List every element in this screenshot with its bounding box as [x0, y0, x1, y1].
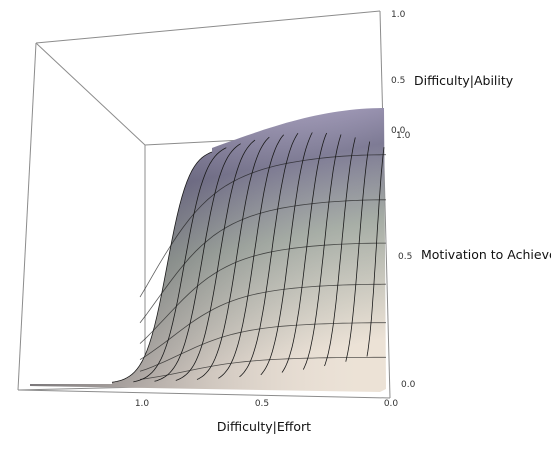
z-tick-label-3: 0.0: [401, 380, 416, 390]
mesh-line-13: [366, 147, 385, 357]
box-front-bottom: [17, 389, 391, 399]
mesh-line-12: [345, 141, 371, 362]
x-axis-title: Difficulty|Effort: [217, 419, 311, 434]
mesh-line-10: [302, 134, 342, 370]
z-axis-title: Motivation to Achieve: [421, 247, 551, 262]
bounding-box: [17, 10, 391, 399]
mesh-contour-3: [139, 283, 387, 360]
mesh-line-7: [239, 132, 299, 378]
z-tick-label-1: 1.0: [396, 131, 411, 141]
x-tick-label-3: 0.0: [384, 399, 399, 409]
y-tick-label-2: 0.5: [391, 76, 405, 86]
y-axis-title: Difficulty|Ability: [414, 73, 514, 88]
mesh-contour-1: [139, 356, 386, 380]
surface-shading: [30, 108, 386, 392]
box-left-back: [17, 42, 37, 391]
box-top-left-diag: [35, 42, 146, 146]
mesh-line-6: [218, 134, 285, 379]
mesh-lines: [111, 132, 387, 383]
mesh-line-4: [175, 139, 256, 381]
mesh-line-1: [111, 151, 213, 383]
mesh-contour-4: [139, 242, 386, 344]
box-top-back: [35, 10, 381, 44]
mesh-contour-6: [139, 154, 387, 298]
mesh-line-2: [133, 147, 227, 383]
mesh-contour-5: [139, 199, 386, 324]
surface: [30, 108, 386, 392]
mesh-line-5: [196, 136, 270, 380]
z-tick-label-2: 0.5: [398, 252, 412, 262]
mesh-line-8: [260, 132, 313, 376]
mesh-contour-2: [139, 322, 386, 372]
y-tick-label-3: 0.0: [391, 126, 406, 136]
x-tick-label-1: 1.0: [135, 399, 150, 409]
mesh-line-11: [324, 137, 356, 367]
tick-labels: 1.0 0.5 0.01.00.50.01.00.50.0: [135, 10, 416, 409]
box-right-edge: [379, 10, 391, 399]
x-tick-label-2: 0.5: [255, 399, 269, 409]
y-tick-label-1: 1.0: [391, 10, 406, 20]
